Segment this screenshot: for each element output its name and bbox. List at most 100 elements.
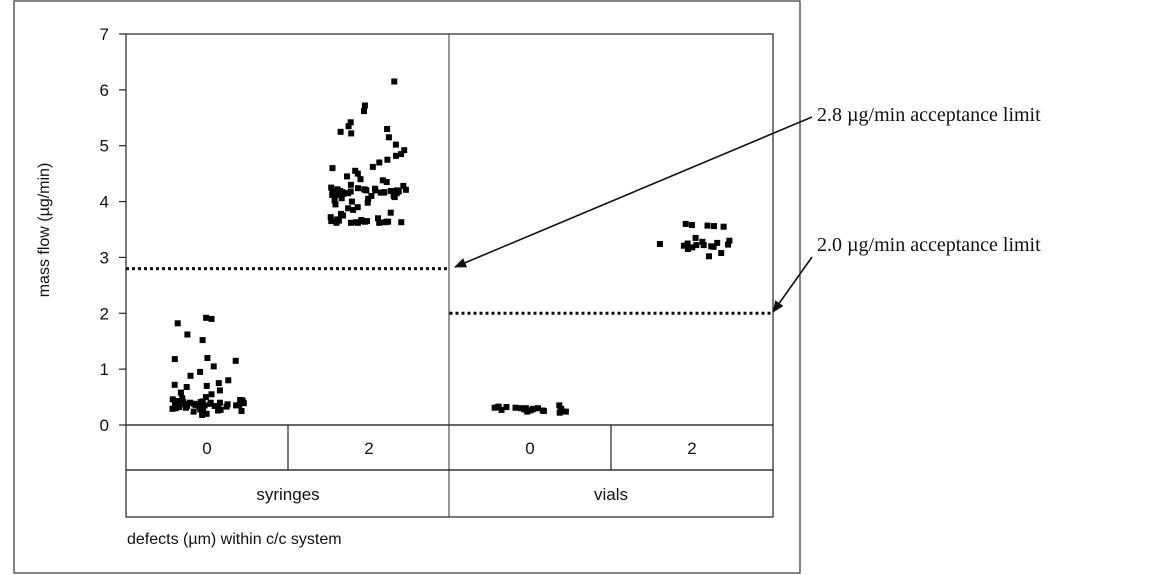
data-point bbox=[211, 403, 218, 409]
data-point bbox=[215, 380, 222, 387]
data-point bbox=[400, 182, 407, 189]
data-point bbox=[357, 176, 364, 183]
data-point bbox=[208, 315, 215, 322]
data-point bbox=[328, 184, 335, 191]
y-tick-label: 7 bbox=[100, 25, 109, 44]
data-point bbox=[236, 401, 243, 408]
data-point bbox=[391, 78, 398, 85]
data-point bbox=[384, 156, 391, 163]
data-point bbox=[337, 128, 344, 135]
data-points bbox=[169, 78, 733, 418]
data-point bbox=[401, 147, 408, 154]
data-point bbox=[361, 218, 368, 225]
annotation-limit-28: 2.8 µg/min acceptance limit bbox=[817, 104, 1041, 126]
data-point bbox=[512, 404, 519, 411]
data-point bbox=[398, 219, 405, 226]
y-tick-label: 2 bbox=[100, 304, 109, 323]
y-tick-label: 5 bbox=[100, 137, 109, 156]
x-axis-title: defects (µm) within c/c system bbox=[127, 531, 342, 548]
data-point bbox=[365, 195, 372, 202]
data-point bbox=[350, 206, 357, 213]
data-point bbox=[393, 152, 399, 159]
data-point bbox=[340, 190, 347, 197]
data-point bbox=[383, 179, 390, 185]
data-point bbox=[175, 398, 182, 404]
data-point bbox=[348, 130, 355, 137]
arrow-limit-28 bbox=[454, 116, 813, 268]
y-axis-title: mass flow (µg/min) bbox=[36, 163, 53, 298]
y-tick-label: 4 bbox=[100, 193, 109, 212]
data-point bbox=[187, 399, 194, 406]
data-point bbox=[710, 243, 717, 250]
data-point bbox=[177, 389, 184, 396]
data-point bbox=[562, 408, 569, 415]
data-point bbox=[527, 407, 534, 414]
data-point bbox=[328, 218, 335, 225]
data-point bbox=[693, 242, 700, 249]
data-point bbox=[706, 253, 712, 260]
data-point bbox=[345, 205, 352, 212]
category-label-syringes-0: 0 bbox=[202, 439, 211, 458]
data-point bbox=[171, 401, 178, 408]
data-point bbox=[345, 190, 352, 197]
data-point bbox=[172, 405, 179, 412]
data-point bbox=[232, 357, 239, 364]
category-label-vials-0: 0 bbox=[525, 439, 534, 458]
data-point bbox=[368, 193, 375, 199]
data-point bbox=[385, 134, 392, 141]
data-point bbox=[199, 411, 206, 418]
data-point bbox=[711, 223, 717, 230]
data-point bbox=[491, 404, 498, 411]
data-point bbox=[718, 250, 725, 256]
data-point bbox=[348, 219, 354, 226]
data-point bbox=[169, 396, 176, 403]
data-point bbox=[338, 195, 345, 202]
data-point bbox=[197, 368, 204, 375]
data-point bbox=[369, 163, 376, 170]
data-point bbox=[689, 244, 696, 251]
data-point bbox=[197, 406, 204, 413]
data-point bbox=[174, 320, 181, 327]
data-point bbox=[225, 377, 232, 384]
arrow-limit-20 bbox=[772, 256, 813, 313]
y-axis-ticks: 0 1 2 3 4 5 6 7 bbox=[100, 25, 126, 435]
data-point bbox=[354, 204, 361, 211]
data-point bbox=[208, 391, 215, 398]
data-point bbox=[387, 209, 394, 216]
data-point bbox=[377, 189, 384, 196]
data-point bbox=[376, 159, 383, 166]
data-point bbox=[203, 382, 210, 389]
data-point bbox=[372, 187, 379, 194]
data-point bbox=[692, 234, 699, 241]
data-point bbox=[216, 387, 223, 394]
data-point bbox=[345, 123, 352, 130]
data-point bbox=[327, 214, 334, 221]
data-point bbox=[382, 219, 389, 226]
data-point bbox=[344, 173, 350, 180]
data-point bbox=[726, 237, 733, 244]
data-point bbox=[347, 119, 354, 126]
data-point bbox=[699, 238, 706, 245]
data-point bbox=[656, 241, 663, 247]
data-point bbox=[376, 219, 383, 226]
group-label-syringes: syringes bbox=[256, 485, 319, 504]
data-point bbox=[725, 241, 732, 248]
data-point bbox=[179, 395, 186, 402]
data-point bbox=[402, 186, 409, 193]
data-point bbox=[329, 191, 336, 198]
data-point bbox=[379, 177, 386, 184]
data-point bbox=[215, 407, 221, 414]
data-point bbox=[329, 165, 336, 172]
data-point bbox=[556, 409, 563, 416]
data-point bbox=[375, 215, 381, 222]
data-point bbox=[216, 399, 223, 406]
data-point bbox=[171, 381, 178, 388]
data-point bbox=[720, 223, 727, 230]
y-tick-label: 0 bbox=[100, 416, 109, 435]
data-point bbox=[183, 384, 190, 390]
data-point bbox=[207, 400, 214, 407]
annotation-limit-20: 2.0 µg/min acceptance limit bbox=[817, 234, 1041, 256]
data-point bbox=[204, 355, 211, 361]
data-point bbox=[348, 198, 355, 205]
